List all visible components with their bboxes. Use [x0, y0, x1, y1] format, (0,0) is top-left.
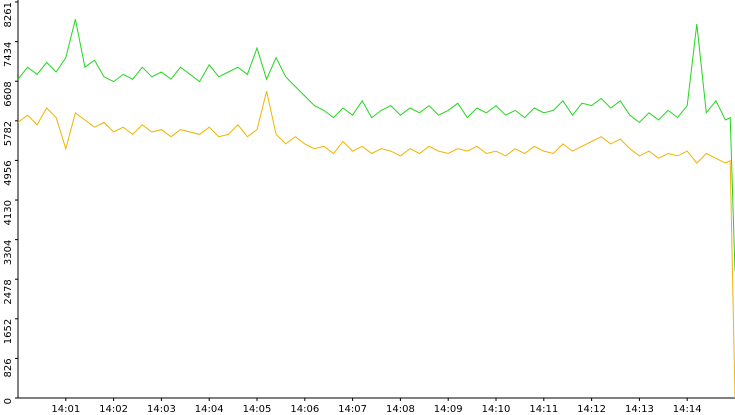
- y-tick-label: 0: [3, 398, 14, 404]
- y-tick-label: 2478: [3, 279, 14, 304]
- x-tick-label: 14:05: [243, 404, 272, 415]
- y-tick-label: 4956: [3, 160, 14, 185]
- x-tick-label: 14:01: [51, 404, 80, 415]
- x-tick-label: 14:02: [99, 404, 128, 415]
- y-tick-label: 826: [3, 358, 14, 377]
- y-tick-label: 6608: [3, 81, 14, 106]
- x-tick-label: 14:03: [147, 404, 176, 415]
- x-tick-label: 14:12: [577, 404, 606, 415]
- x-tick-label: 14:13: [625, 404, 654, 415]
- y-tick-label: 3304: [3, 240, 14, 265]
- y-tick-label: 4130: [3, 200, 14, 225]
- x-tick-label: 14:08: [386, 404, 415, 415]
- y-tick-label: 7434: [3, 42, 14, 67]
- x-tick-label: 14:09: [434, 404, 463, 415]
- series-line: [17, 19, 735, 272]
- y-tick-label: 5782: [3, 121, 14, 146]
- series-line: [17, 91, 735, 399]
- y-tick-label: 1652: [3, 319, 14, 344]
- x-tick-label: 14:06: [290, 404, 319, 415]
- x-tick-label: 14:14: [673, 404, 702, 415]
- x-tick-label: 14:04: [195, 404, 224, 415]
- x-tick-label: 14:10: [482, 404, 511, 415]
- x-tick-label: 14:07: [338, 404, 367, 415]
- x-tick-label: 14:11: [529, 404, 558, 415]
- y-tick-label: 8261: [3, 2, 14, 27]
